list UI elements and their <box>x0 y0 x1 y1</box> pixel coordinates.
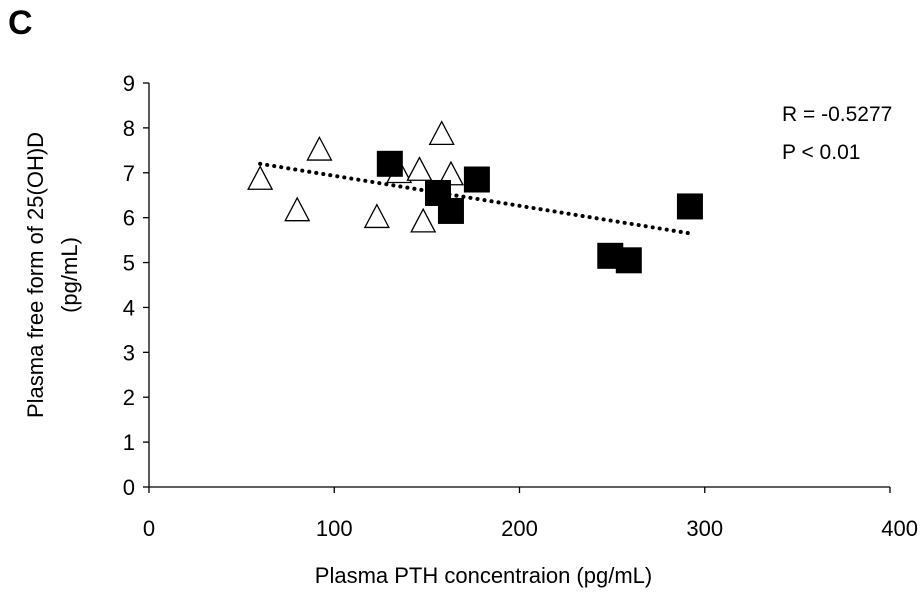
y-tick-label: 3 <box>123 340 135 365</box>
square-point <box>676 193 703 220</box>
x-tick-label: 400 <box>881 516 918 541</box>
x-tick-label: 300 <box>686 516 723 541</box>
x-axis-title: Plasma PTH concentraion (pg/mL) <box>315 563 652 588</box>
triangle-point <box>406 156 433 181</box>
y-tick-label: 4 <box>123 295 135 320</box>
y-tick-label: 7 <box>123 161 135 186</box>
data-points <box>247 120 703 274</box>
square-point <box>437 197 464 224</box>
x-tick-label: 200 <box>501 516 538 541</box>
square-point <box>376 150 403 177</box>
triangle-point <box>428 120 455 146</box>
triangle-point <box>284 196 311 222</box>
tick-labels: 0 1 2 3 4 5 6 7 8 9 0 100 200 300 400 <box>123 71 918 541</box>
y-tick-label: 8 <box>123 116 135 141</box>
y-tick-label: 6 <box>123 206 135 231</box>
y-tick-label: 2 <box>123 385 135 410</box>
y-axis-title-line-2: (pg/mL) <box>57 237 82 313</box>
annotation-1: R = -0.5277 <box>782 103 892 126</box>
triangle-point <box>363 203 390 229</box>
triangle-point <box>247 165 274 190</box>
y-axis-title-line-1: Plasma free form of 25(OH)D <box>23 132 48 418</box>
axes <box>143 82 891 493</box>
triangle-point <box>306 135 333 161</box>
y-tick-label: 9 <box>123 71 135 96</box>
x-tick-label: 100 <box>316 516 353 541</box>
y-tick-label: 1 <box>123 430 135 455</box>
trendline <box>258 161 692 236</box>
square-point <box>463 166 490 193</box>
trendline-group <box>258 161 692 236</box>
annotation-2: P < 0.01 <box>782 141 860 164</box>
annotations: R = -0.5277 P < 0.01 <box>782 103 892 164</box>
triangle-point <box>410 207 437 233</box>
panel-label: C <box>8 4 33 42</box>
y-tick-label: 0 <box>123 475 135 500</box>
y-tick-label: 5 <box>123 251 135 276</box>
square-point <box>615 247 642 274</box>
x-tick-label: 0 <box>143 516 155 541</box>
